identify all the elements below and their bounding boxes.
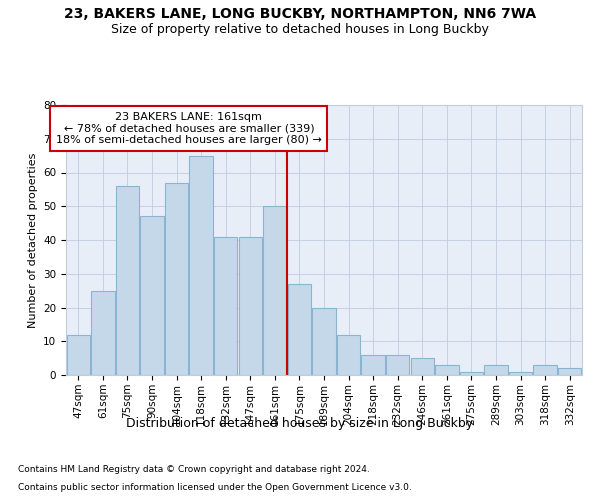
Bar	[239, 236, 262, 375]
Text: Distribution of detached houses by size in Long Buckby: Distribution of detached houses by size …	[127, 418, 473, 430]
Bar	[263, 206, 287, 375]
Bar	[484, 365, 508, 375]
Bar	[361, 355, 385, 375]
Bar	[190, 156, 213, 375]
Bar	[140, 216, 164, 375]
Bar	[165, 182, 188, 375]
Bar	[337, 334, 360, 375]
Bar	[558, 368, 581, 375]
Bar	[116, 186, 139, 375]
Bar	[460, 372, 483, 375]
Bar	[410, 358, 434, 375]
Text: 23, BAKERS LANE, LONG BUCKBY, NORTHAMPTON, NN6 7WA: 23, BAKERS LANE, LONG BUCKBY, NORTHAMPTO…	[64, 8, 536, 22]
Text: Contains public sector information licensed under the Open Government Licence v3: Contains public sector information licen…	[18, 482, 412, 492]
Y-axis label: Number of detached properties: Number of detached properties	[28, 152, 38, 328]
Bar	[91, 290, 115, 375]
Bar	[509, 372, 532, 375]
Text: Size of property relative to detached houses in Long Buckby: Size of property relative to detached ho…	[111, 22, 489, 36]
Text: 23 BAKERS LANE: 161sqm
← 78% of detached houses are smaller (339)
18% of semi-de: 23 BAKERS LANE: 161sqm ← 78% of detached…	[56, 112, 322, 145]
Bar	[288, 284, 311, 375]
Bar	[435, 365, 458, 375]
Bar	[67, 334, 90, 375]
Bar	[533, 365, 557, 375]
Bar	[214, 236, 238, 375]
Bar	[386, 355, 409, 375]
Bar	[313, 308, 335, 375]
Text: Contains HM Land Registry data © Crown copyright and database right 2024.: Contains HM Land Registry data © Crown c…	[18, 465, 370, 474]
